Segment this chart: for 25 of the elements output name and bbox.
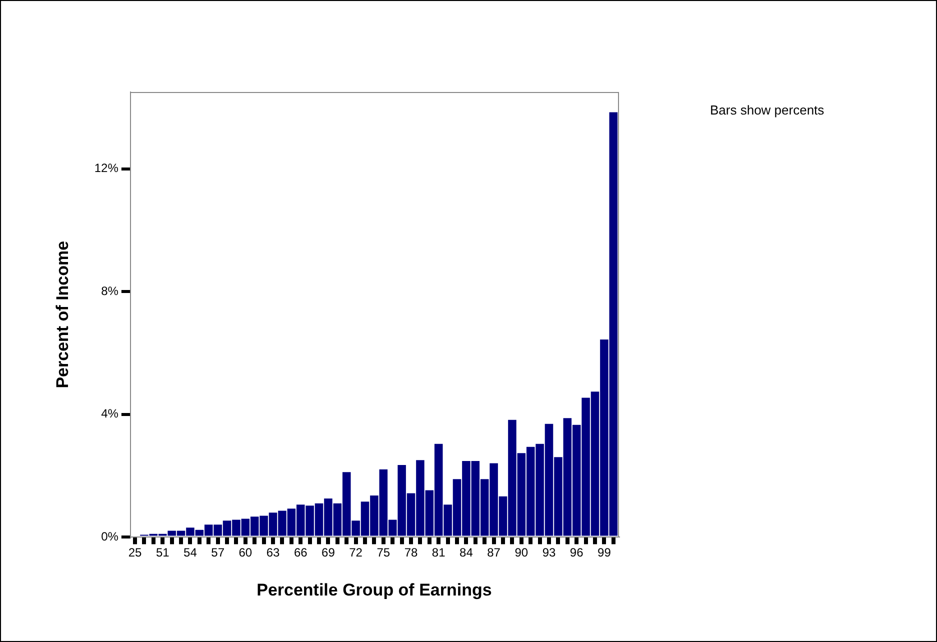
x-tick-label: 81: [432, 546, 446, 560]
x-tick-label: 69: [322, 546, 336, 560]
y-tick-label: 8%: [101, 284, 119, 298]
x-axis-title: Percentile Group of Earnings: [256, 580, 492, 600]
x-tick-label: 60: [238, 546, 252, 560]
x-tick-label: 72: [349, 546, 363, 560]
x-tick-label: 54: [184, 546, 198, 560]
x-tick-label: 96: [570, 546, 584, 560]
x-tick-label: 84: [460, 546, 474, 560]
x-tick-label: 87: [487, 546, 501, 560]
x-tick-label: 51: [156, 546, 170, 560]
x-tick-label: 78: [404, 546, 418, 560]
x-tick-label: 99: [598, 546, 612, 560]
x-tick-label: 90: [514, 546, 528, 560]
x-tick-label: 25: [128, 546, 142, 560]
x-tick-label: 66: [294, 546, 308, 560]
text: Bars show percents: [710, 102, 825, 118]
x-tick-label: 63: [266, 546, 280, 560]
y-tick-label: 0%: [101, 530, 119, 544]
x-tick-label: 57: [211, 546, 225, 560]
x-tick-label: 93: [542, 546, 556, 560]
y-tick-label: 4%: [101, 406, 119, 421]
x-tick-label: 75: [376, 546, 390, 560]
y-axis-title: Percent of Income: [52, 240, 72, 388]
y-tick-label: 12%: [94, 161, 119, 176]
